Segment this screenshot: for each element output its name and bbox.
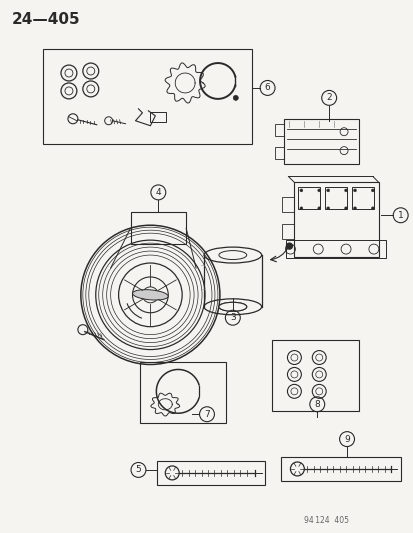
Text: 5: 5: [135, 465, 141, 474]
Circle shape: [326, 207, 329, 210]
Bar: [271, 340, 358, 411]
Bar: [294, 182, 378, 257]
Circle shape: [299, 189, 302, 192]
Circle shape: [326, 189, 329, 192]
Ellipse shape: [218, 302, 246, 311]
Bar: [351, 188, 373, 209]
Bar: [130, 212, 186, 244]
Circle shape: [344, 189, 347, 192]
Bar: [284, 119, 358, 164]
Bar: [282, 197, 294, 212]
Circle shape: [299, 207, 302, 210]
Text: 2: 2: [325, 93, 331, 102]
Text: 9: 9: [343, 434, 349, 443]
Circle shape: [353, 189, 356, 192]
Circle shape: [353, 207, 356, 210]
Circle shape: [317, 189, 320, 192]
Circle shape: [370, 189, 373, 192]
Text: 3: 3: [229, 313, 235, 322]
Text: 1: 1: [397, 211, 403, 220]
Bar: [286, 240, 385, 258]
Circle shape: [344, 207, 347, 210]
Text: 7: 7: [204, 410, 209, 419]
Text: 4: 4: [155, 188, 161, 197]
Circle shape: [286, 243, 292, 249]
Bar: [274, 147, 284, 158]
Bar: [157, 461, 264, 485]
Bar: [140, 361, 225, 423]
Text: 24—405: 24—405: [11, 12, 80, 27]
Bar: [150, 112, 166, 122]
Text: 6: 6: [264, 84, 270, 92]
Circle shape: [370, 207, 373, 210]
Bar: [43, 49, 251, 144]
Text: 94 124  405: 94 124 405: [304, 515, 349, 524]
Circle shape: [233, 95, 238, 100]
Text: 8: 8: [313, 400, 319, 409]
Bar: [298, 188, 320, 209]
Bar: [282, 224, 294, 239]
Bar: [281, 457, 400, 481]
Bar: [325, 188, 346, 209]
Bar: [274, 124, 284, 136]
Ellipse shape: [132, 289, 168, 300]
Circle shape: [317, 207, 320, 210]
